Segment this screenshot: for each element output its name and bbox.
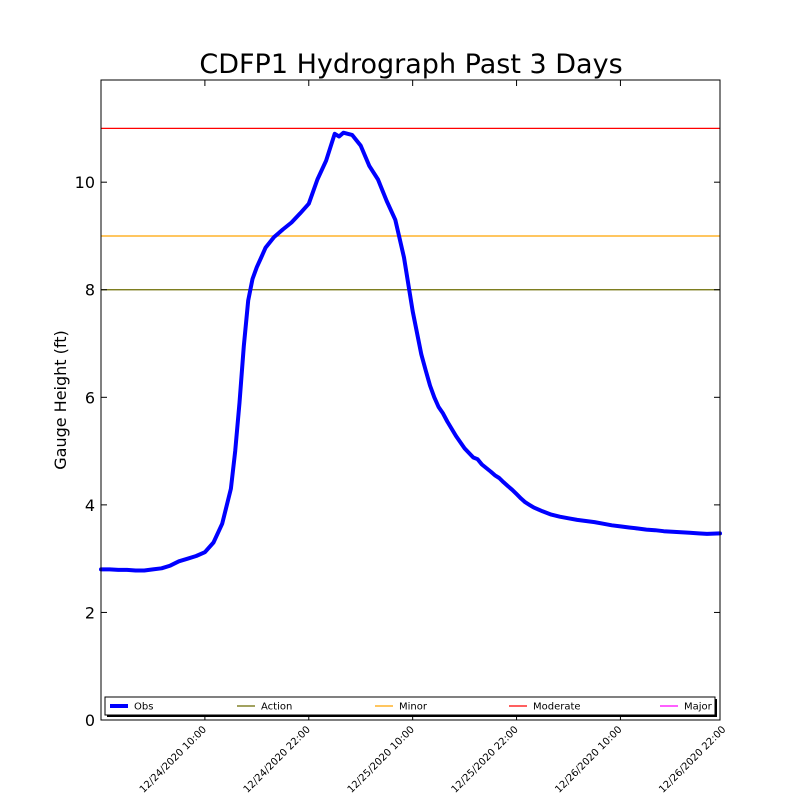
y-axis-label: Gauge Height (ft) — [51, 330, 70, 470]
y-axis: 0 2 4 6 8 10 — [75, 173, 720, 730]
y-tick-label: 4 — [85, 496, 95, 515]
legend-label-obs: Obs — [134, 702, 153, 713]
x-tick-label: 12/24/2020 10:00 — [138, 724, 209, 795]
x-tick-label: 12/26/2020 10:00 — [553, 724, 624, 795]
legend-label-major: Major — [684, 702, 713, 713]
y-tick-label: 8 — [85, 281, 95, 300]
plot-frame — [101, 80, 720, 720]
legend-box — [104, 696, 716, 716]
x-tick-label: 12/25/2020 10:00 — [346, 724, 417, 795]
chart-title: CDFP1 Hydrograph Past 3 Days — [199, 49, 622, 80]
legend-label-moderate: Moderate — [533, 702, 581, 713]
legend-label-minor: Minor — [399, 702, 428, 713]
plot-border — [100, 79, 721, 721]
legend-label-action: Action — [261, 702, 292, 713]
plot-area — [99, 79, 722, 721]
legend: Obs Action Minor Moderate Major — [104, 696, 717, 717]
x-tick-label: 12/26/2020 22:00 — [657, 724, 728, 795]
y-tick-label: 0 — [85, 711, 95, 730]
y-tick-label: 6 — [85, 388, 95, 407]
x-tick-label: 12/25/2020 22:00 — [450, 724, 521, 795]
series-line-obs — [99, 130, 722, 573]
y-tick-label: 10 — [75, 173, 95, 192]
x-tick-label: 12/24/2020 22:00 — [242, 724, 313, 795]
y-tick-label: 2 — [85, 603, 95, 622]
series-lines — [99, 130, 722, 573]
